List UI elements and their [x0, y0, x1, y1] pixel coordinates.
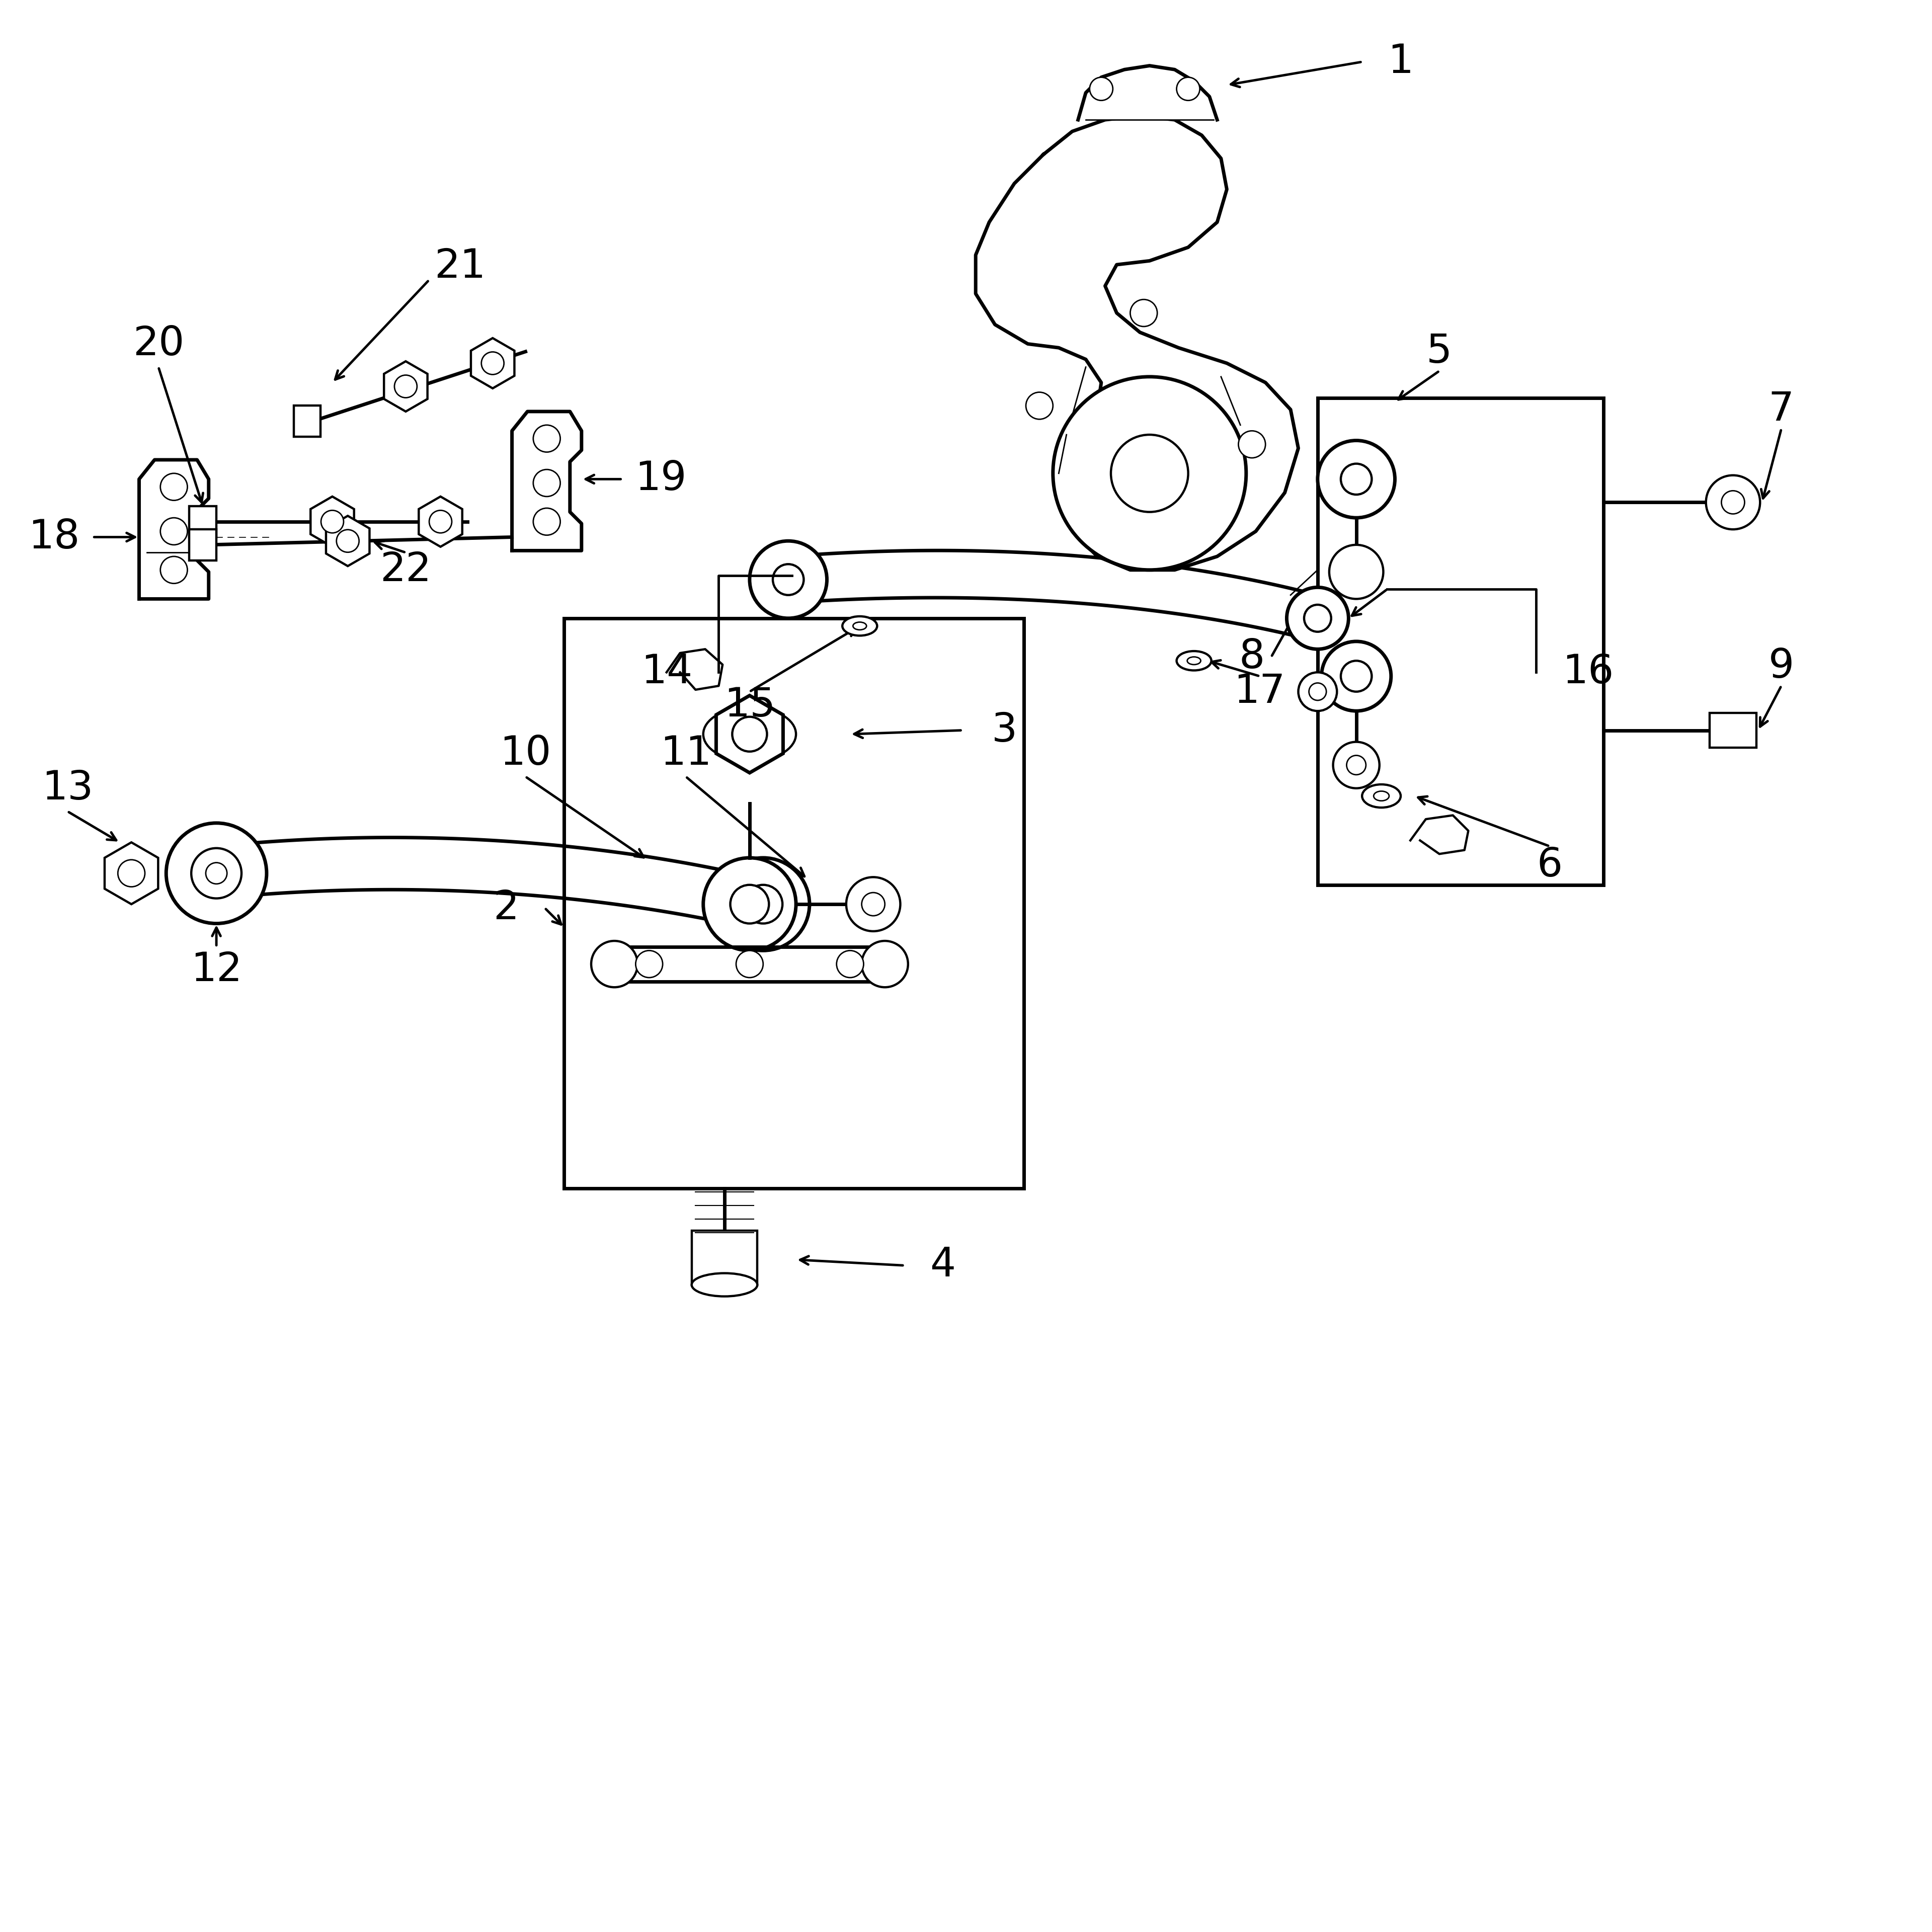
Text: 15: 15 [725, 686, 775, 725]
Polygon shape [788, 551, 1318, 641]
Polygon shape [139, 460, 209, 599]
Text: 5: 5 [1426, 332, 1453, 371]
Ellipse shape [854, 622, 867, 630]
Circle shape [591, 941, 638, 987]
Text: 9: 9 [1768, 647, 1795, 686]
Circle shape [191, 848, 242, 898]
Ellipse shape [1374, 792, 1389, 802]
Text: 16: 16 [1563, 653, 1613, 692]
Circle shape [533, 425, 560, 452]
Ellipse shape [692, 1273, 757, 1296]
Text: 14: 14 [641, 653, 692, 692]
Circle shape [846, 877, 900, 931]
Circle shape [1321, 641, 1391, 711]
Circle shape [1111, 435, 1188, 512]
Polygon shape [216, 837, 763, 931]
Circle shape [736, 951, 763, 978]
Circle shape [732, 717, 767, 752]
Polygon shape [1078, 66, 1217, 120]
Circle shape [1090, 77, 1113, 100]
Circle shape [1706, 475, 1760, 529]
Circle shape [336, 529, 359, 553]
Text: 10: 10 [500, 734, 551, 773]
Text: 11: 11 [661, 734, 711, 773]
Circle shape [862, 893, 885, 916]
Circle shape [1026, 392, 1053, 419]
Circle shape [429, 510, 452, 533]
Circle shape [750, 541, 827, 618]
Text: 8: 8 [1238, 638, 1265, 676]
Circle shape [321, 510, 344, 533]
Circle shape [1333, 742, 1379, 788]
Circle shape [703, 858, 796, 951]
Circle shape [1177, 77, 1200, 100]
Ellipse shape [1362, 784, 1401, 808]
Circle shape [1304, 605, 1331, 632]
Circle shape [118, 860, 145, 887]
Text: 21: 21 [435, 247, 485, 286]
Circle shape [1341, 464, 1372, 495]
Circle shape [533, 508, 560, 535]
Circle shape [773, 564, 804, 595]
Text: 18: 18 [29, 518, 79, 556]
Circle shape [207, 862, 228, 883]
Circle shape [1298, 672, 1337, 711]
Text: 7: 7 [1768, 390, 1795, 429]
Text: 2: 2 [493, 889, 520, 927]
Bar [294, 406, 321, 437]
Circle shape [730, 885, 769, 923]
Bar [564, 618, 1024, 1188]
Text: 6: 6 [1536, 846, 1563, 885]
Circle shape [744, 885, 782, 923]
Circle shape [1130, 299, 1157, 327]
Circle shape [1238, 431, 1265, 458]
Circle shape [837, 951, 864, 978]
Circle shape [160, 518, 187, 545]
Circle shape [1347, 755, 1366, 775]
Circle shape [1287, 587, 1349, 649]
Circle shape [160, 556, 187, 583]
Circle shape [394, 375, 417, 398]
Polygon shape [512, 412, 582, 551]
Text: 12: 12 [191, 951, 242, 989]
Text: 19: 19 [636, 460, 686, 498]
Bar [1710, 713, 1756, 748]
Text: 13: 13 [43, 769, 93, 808]
Text: 17: 17 [1235, 672, 1285, 711]
Polygon shape [614, 947, 885, 981]
Circle shape [717, 858, 810, 951]
Text: 22: 22 [381, 551, 431, 589]
Text: 1: 1 [1387, 43, 1414, 81]
Bar [1318, 398, 1604, 885]
Text: 20: 20 [133, 325, 184, 363]
Circle shape [1341, 661, 1372, 692]
Bar [692, 1231, 757, 1285]
Circle shape [1310, 684, 1327, 701]
Ellipse shape [1177, 651, 1211, 670]
Circle shape [1053, 377, 1246, 570]
Bar [189, 529, 216, 560]
Circle shape [481, 352, 504, 375]
Polygon shape [976, 116, 1298, 570]
Bar [189, 506, 216, 537]
Text: 4: 4 [929, 1246, 956, 1285]
Text: 3: 3 [991, 711, 1018, 750]
Circle shape [1721, 491, 1745, 514]
Circle shape [1329, 545, 1383, 599]
Circle shape [636, 951, 663, 978]
Circle shape [166, 823, 267, 923]
Circle shape [533, 469, 560, 497]
Circle shape [862, 941, 908, 987]
Circle shape [160, 473, 187, 500]
Ellipse shape [1186, 657, 1200, 665]
Circle shape [1318, 440, 1395, 518]
Ellipse shape [842, 616, 877, 636]
Ellipse shape [703, 707, 796, 761]
